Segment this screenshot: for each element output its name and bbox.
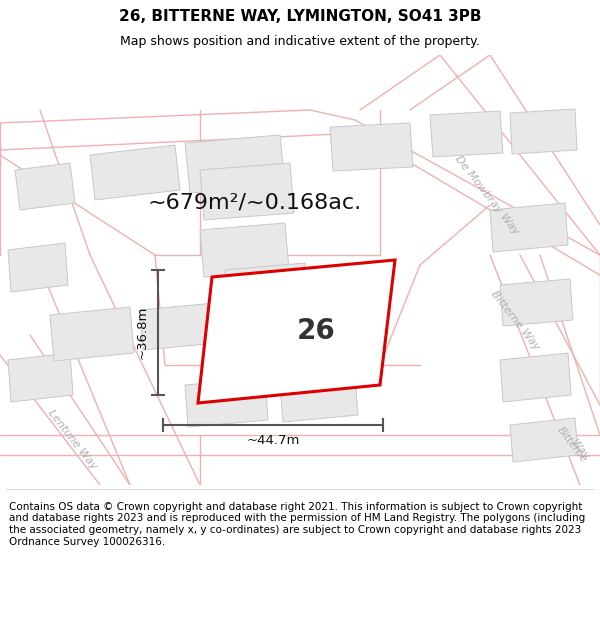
Text: Bitterne Way: Bitterne Way [489,289,541,351]
Polygon shape [140,303,218,350]
Text: ~679m²/~0.168ac.: ~679m²/~0.168ac. [148,193,362,213]
Polygon shape [90,145,180,200]
Polygon shape [185,135,285,193]
Text: Map shows position and indicative extent of the property.: Map shows position and indicative extent… [120,35,480,48]
Polygon shape [15,163,75,210]
Polygon shape [8,353,73,402]
Polygon shape [500,279,573,326]
Polygon shape [490,203,568,252]
Polygon shape [200,163,294,220]
Polygon shape [50,307,134,361]
Text: 26: 26 [297,318,335,345]
Text: Way: Way [569,438,591,462]
Text: ~44.7m: ~44.7m [247,434,299,447]
Text: ~36.8m: ~36.8m [136,306,149,359]
Polygon shape [200,223,289,277]
Text: Lentune Way: Lentune Way [46,408,98,472]
Text: De Mowbray Way: De Mowbray Way [453,154,521,236]
Text: Bitterne: Bitterne [555,426,589,464]
Polygon shape [198,260,395,403]
Polygon shape [225,263,308,312]
Polygon shape [185,378,268,427]
Text: Contains OS data © Crown copyright and database right 2021. This information is : Contains OS data © Crown copyright and d… [9,502,585,547]
Text: 26, BITTERNE WAY, LYMINGTON, SO41 3PB: 26, BITTERNE WAY, LYMINGTON, SO41 3PB [119,9,481,24]
Polygon shape [510,418,578,462]
Polygon shape [510,109,577,154]
Polygon shape [500,353,571,402]
Polygon shape [8,243,68,292]
Polygon shape [430,111,503,157]
Polygon shape [330,123,413,171]
Polygon shape [280,378,358,422]
